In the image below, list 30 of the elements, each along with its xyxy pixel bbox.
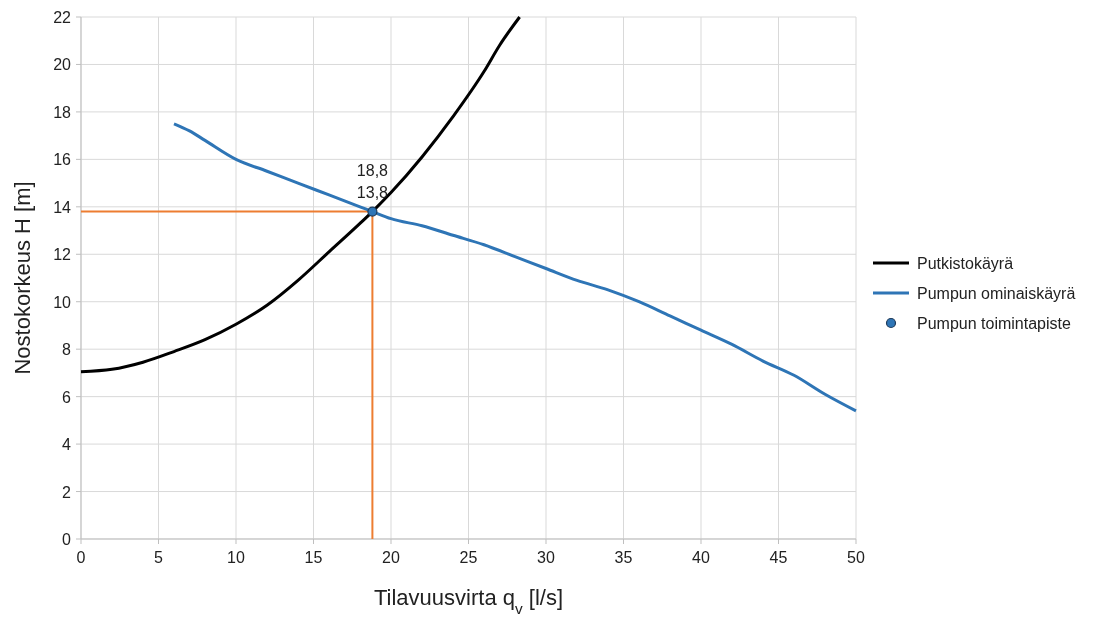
y-tick-label: 10 bbox=[53, 293, 72, 311]
x-axis-title: Tilavuusvirta q$_{v}$ [l/s] bbox=[373, 585, 564, 617]
x-tick-label: 5 bbox=[154, 549, 164, 566]
y-axis-title: Nostokorkeus H [m] bbox=[10, 181, 35, 375]
y-tick-label: 12 bbox=[53, 246, 72, 264]
y-tick-label: 22 bbox=[53, 9, 72, 26]
y-tick-label: 4 bbox=[62, 436, 72, 454]
y-tick-label: 0 bbox=[62, 531, 72, 548]
line-series bbox=[172, 122, 858, 413]
y-tick-label: 8 bbox=[62, 341, 72, 359]
y-tick-label: 18 bbox=[53, 103, 72, 121]
x-tick-label: 15 bbox=[304, 549, 323, 566]
legend-label: Pumpun ominaiskäyrä bbox=[917, 285, 1076, 302]
x-tick-label: 10 bbox=[227, 549, 245, 566]
x-tick-label: 50 bbox=[847, 549, 865, 566]
x-tick-label: 0 bbox=[76, 549, 86, 566]
y-tick-label: 20 bbox=[53, 56, 72, 74]
x-tick-label: 30 bbox=[537, 549, 555, 566]
y-tick-label: 14 bbox=[53, 198, 72, 216]
y-tick-label: 2 bbox=[62, 483, 72, 501]
x-tick-label: 45 bbox=[769, 549, 788, 566]
x-tick-label: 20 bbox=[382, 549, 400, 566]
x-tick-label: 40 bbox=[692, 549, 710, 566]
y-tick-label: 6 bbox=[62, 388, 72, 406]
annotation: 18,8 13,8 bbox=[356, 161, 389, 201]
x-tick-label: 35 bbox=[614, 549, 633, 566]
legend-label: Pumpun toimintapiste bbox=[917, 315, 1071, 332]
y-tick-label: 16 bbox=[53, 151, 72, 169]
x-tick-label: 25 bbox=[459, 549, 478, 566]
legend-label: Putkistokäyrä bbox=[917, 255, 1014, 272]
